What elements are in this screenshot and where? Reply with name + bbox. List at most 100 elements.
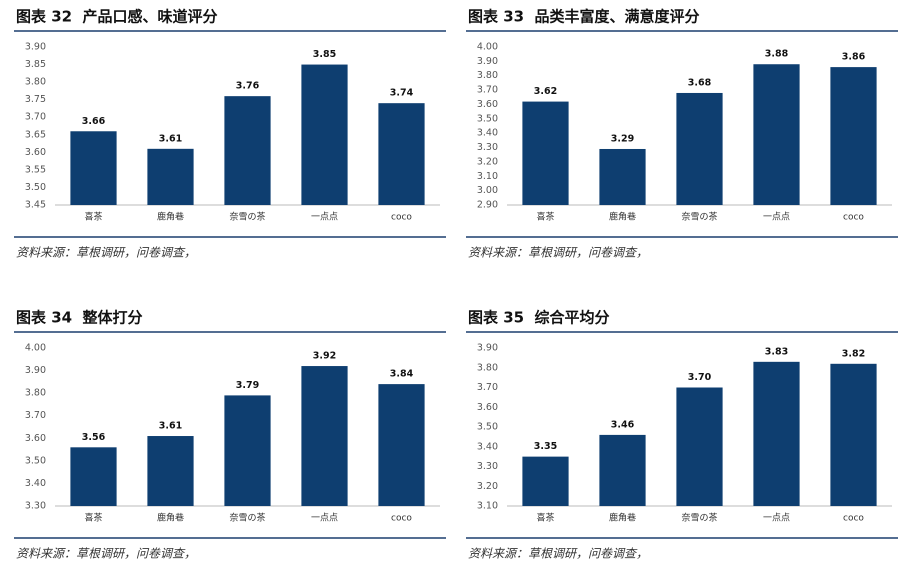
y-tick-label: 3.10 bbox=[477, 501, 498, 512]
data-label: 3.66 bbox=[82, 116, 106, 127]
chart-panel: 图表 35 综合平均分 3.10 3.20 3.30 3.40 3.50 3.60 3.70 3… bbox=[466, 309, 898, 561]
x-tick-label: 奈雪の茶 bbox=[681, 512, 717, 524]
source-note: 资料来源：草根调研，问卷调查， bbox=[16, 547, 196, 561]
y-tick-label: 2.90 bbox=[477, 200, 498, 211]
y-tick-label: 3.20 bbox=[477, 481, 498, 492]
data-label: 3.86 bbox=[842, 52, 866, 63]
y-tick-label: 3.20 bbox=[477, 156, 498, 167]
x-tick-label: coco bbox=[843, 213, 864, 223]
x-tick-label: 奈雪の茶 bbox=[229, 211, 265, 223]
bar bbox=[378, 103, 425, 205]
y-tick-label: 3.50 bbox=[477, 422, 498, 433]
x-tick-label: coco bbox=[391, 213, 412, 223]
chart-panel: 图表 32 产品口感、味道评分 3.45 3.50 3.55 3.60 3.65 3.70 3… bbox=[14, 8, 446, 260]
data-label: 3.35 bbox=[534, 441, 557, 452]
x-tick-label: 奈雪の茶 bbox=[229, 512, 265, 524]
y-tick-label: 3.45 bbox=[25, 200, 46, 211]
chart-title: 图表 32 产品口感、味道评分 bbox=[16, 8, 218, 26]
x-tick-label: 鹿角巷 bbox=[609, 512, 636, 524]
x-tick-label: 喜茶 bbox=[536, 512, 554, 524]
bar bbox=[378, 384, 425, 506]
chart-title: 图表 34 整体打分 bbox=[16, 309, 143, 327]
y-tick-label: 3.50 bbox=[477, 113, 498, 124]
x-tick-label: 一点点 bbox=[311, 513, 338, 524]
source-note: 资料来源：草根调研，问卷调查， bbox=[468, 547, 648, 561]
bar bbox=[830, 363, 877, 506]
y-tick-label: 3.00 bbox=[477, 185, 498, 196]
bar bbox=[753, 64, 800, 206]
y-tick-label: 3.60 bbox=[25, 147, 46, 158]
y-tick-label: 3.80 bbox=[477, 70, 498, 81]
x-tick-label: 鹿角巷 bbox=[157, 211, 184, 223]
data-label: 3.29 bbox=[611, 133, 634, 144]
chart-panel: 图表 33 品类丰富度、满意度评分 2.90 3.00 3.10 3.20 3.30 3.4… bbox=[466, 8, 898, 260]
data-label: 3.76 bbox=[236, 81, 260, 92]
bar bbox=[147, 148, 194, 205]
bar bbox=[70, 447, 117, 506]
y-tick-label: 3.70 bbox=[25, 112, 46, 123]
data-label: 3.61 bbox=[159, 133, 182, 144]
x-tick-label: coco bbox=[843, 514, 864, 524]
data-label: 3.62 bbox=[534, 86, 557, 97]
data-label: 3.84 bbox=[390, 369, 414, 380]
y-tick-label: 3.90 bbox=[477, 343, 498, 354]
bar bbox=[676, 387, 723, 506]
y-tick-label: 3.60 bbox=[477, 99, 498, 110]
y-tick-label: 3.85 bbox=[25, 59, 46, 70]
y-tick-label: 3.30 bbox=[25, 501, 46, 512]
x-tick-label: 鹿角巷 bbox=[609, 211, 636, 223]
y-tick-label: 3.40 bbox=[25, 478, 46, 489]
y-tick-label: 3.70 bbox=[477, 85, 498, 96]
bar bbox=[676, 92, 723, 205]
x-tick-label: 一点点 bbox=[311, 212, 338, 223]
y-tick-label: 3.50 bbox=[25, 182, 46, 193]
x-tick-label: 喜茶 bbox=[536, 211, 554, 223]
y-tick-label: 3.30 bbox=[477, 461, 498, 472]
bar bbox=[830, 67, 877, 205]
chart-title: 图表 33 品类丰富度、满意度评分 bbox=[468, 8, 700, 26]
y-tick-label: 3.80 bbox=[25, 77, 46, 88]
x-tick-label: 喜茶 bbox=[84, 512, 102, 524]
bar bbox=[224, 96, 271, 205]
y-tick-label: 3.65 bbox=[25, 129, 46, 140]
data-label: 3.82 bbox=[842, 348, 865, 359]
y-tick-label: 3.70 bbox=[477, 382, 498, 393]
data-label: 3.61 bbox=[159, 421, 182, 432]
bar bbox=[147, 436, 194, 506]
y-tick-label: 3.55 bbox=[25, 164, 46, 175]
bar bbox=[301, 366, 348, 506]
bar bbox=[753, 361, 800, 506]
y-tick-label: 3.80 bbox=[25, 388, 46, 399]
data-label: 3.74 bbox=[390, 88, 414, 99]
y-tick-label: 3.70 bbox=[25, 410, 46, 421]
x-tick-label: coco bbox=[391, 514, 412, 524]
y-tick-label: 3.40 bbox=[477, 441, 498, 452]
source-note: 资料来源：草根调研，问卷调查， bbox=[468, 246, 648, 260]
data-label: 3.46 bbox=[611, 419, 635, 430]
y-tick-label: 3.90 bbox=[25, 365, 46, 376]
y-tick-label: 4.00 bbox=[477, 42, 498, 53]
y-tick-label: 3.90 bbox=[25, 42, 46, 53]
chart-panel: 图表 34 整体打分 3.30 3.40 3.50 3.60 3.70 3.80 3.90 4.… bbox=[14, 309, 446, 561]
bar bbox=[70, 131, 117, 205]
y-tick-label: 3.90 bbox=[477, 56, 498, 67]
bar bbox=[224, 395, 271, 506]
bar bbox=[522, 456, 569, 506]
chart-title: 图表 35 综合平均分 bbox=[468, 309, 610, 327]
bar bbox=[599, 434, 646, 506]
data-label: 3.85 bbox=[313, 49, 336, 60]
y-tick-label: 3.30 bbox=[477, 142, 498, 153]
data-label: 3.68 bbox=[688, 77, 712, 88]
y-tick-label: 3.50 bbox=[25, 455, 46, 466]
source-note: 资料来源：草根调研，问卷调查， bbox=[16, 246, 196, 260]
x-tick-label: 奈雪の茶 bbox=[681, 211, 717, 223]
y-tick-label: 3.40 bbox=[477, 128, 498, 139]
x-tick-label: 喜茶 bbox=[84, 211, 102, 223]
bar bbox=[599, 148, 646, 205]
bar bbox=[301, 64, 348, 205]
data-label: 3.88 bbox=[765, 49, 789, 60]
data-label: 3.79 bbox=[236, 380, 259, 391]
data-label: 3.70 bbox=[688, 372, 712, 383]
bar bbox=[522, 101, 569, 205]
